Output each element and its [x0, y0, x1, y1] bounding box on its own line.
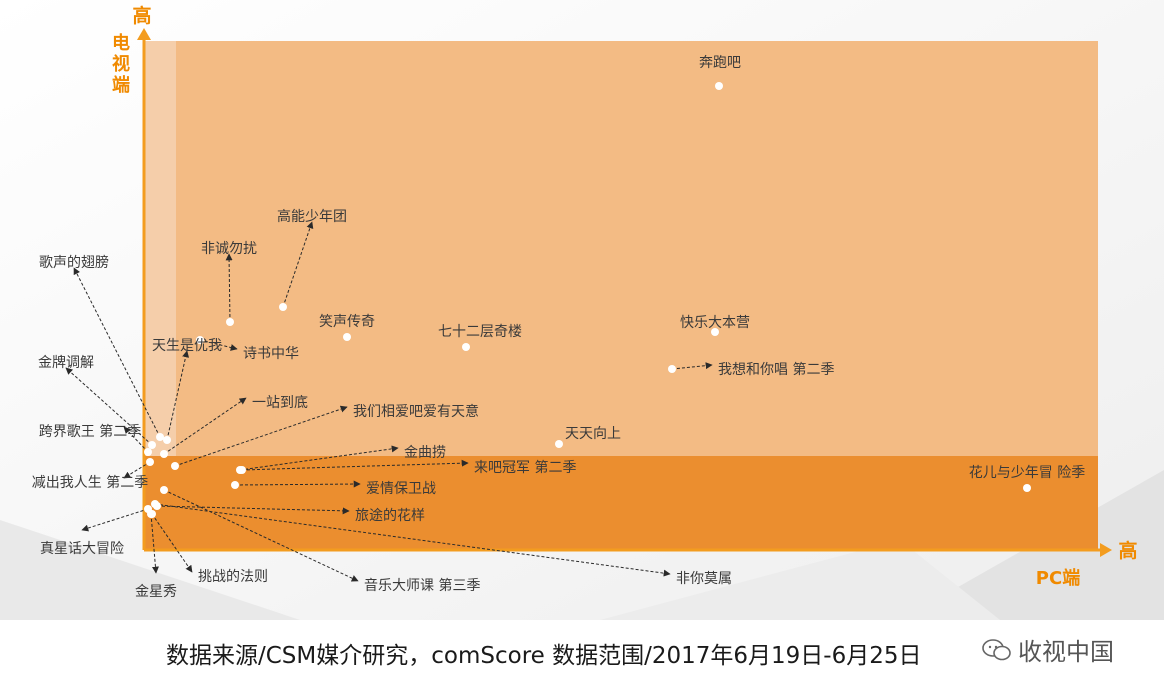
data-point [1023, 484, 1031, 492]
point-label: 挑战的法则 [198, 569, 268, 585]
leader-arrow [81, 508, 149, 532]
point-label: 旅途的花样 [355, 507, 425, 524]
point-label: 天天向上 [565, 426, 621, 442]
leader-arrow [154, 503, 671, 577]
data-point [343, 333, 351, 341]
data-point [148, 510, 156, 518]
leader-arrow [163, 489, 359, 582]
data-point [668, 365, 676, 373]
quadrant-upper-strip [144, 41, 176, 456]
point-label: 花儿与少年冒 险季 [969, 465, 1085, 481]
leader-arrow [239, 445, 399, 471]
y-axis-label: 电 视 端 [112, 32, 136, 96]
bg-facet [0, 520, 300, 620]
leader-arrow [123, 426, 149, 453]
leader-arrow [151, 513, 193, 573]
watermark: 收视中国 [982, 632, 1114, 667]
data-point [226, 318, 234, 326]
data-point [711, 328, 719, 336]
quadrant-lower [144, 456, 1098, 550]
leader-arrow [225, 253, 233, 323]
data-point [163, 436, 171, 444]
point-label: 笑声传奇 [319, 313, 375, 330]
leader-arrow [199, 339, 238, 351]
point-label: 奔跑吧 [699, 55, 741, 71]
x-axis-label: PC端 [1036, 568, 1080, 589]
data-source-note: 数据来源/CSM媒介研究，comScore 数据范围/2017年6月19日-6月… [166, 643, 922, 669]
data-point [171, 462, 179, 470]
arrows-layer [65, 221, 713, 582]
point-label: 高能少年团 [277, 208, 347, 225]
y-axis-high-label: 高 [132, 4, 151, 27]
point-label: 金星秀 [135, 584, 177, 600]
point-label: 非你莫属 [676, 571, 732, 587]
data-point [279, 303, 287, 311]
leader-arrow [234, 480, 361, 488]
data-point [160, 450, 168, 458]
leader-arrow [123, 461, 151, 479]
points-layer [144, 82, 1031, 518]
point-label: 歌声的翅膀 [39, 254, 109, 271]
leader-arrow [156, 505, 350, 515]
leader-arrow [65, 367, 153, 446]
data-point [156, 433, 164, 441]
point-label: 七十二层奇楼 [438, 323, 522, 340]
point-label: 来吧冠军 第二季 [474, 459, 576, 476]
data-point [160, 486, 168, 494]
point-label: 我想和你唱 第二季 [718, 361, 834, 378]
leader-arrow [163, 397, 247, 455]
data-point [238, 466, 246, 474]
data-point [148, 441, 156, 449]
point-label: 音乐大师课 第三季 [364, 577, 480, 594]
point-label: 诗书中华 [243, 346, 299, 362]
bg-facet [600, 540, 1000, 620]
data-point [462, 343, 470, 351]
data-point [231, 481, 239, 489]
point-label: 非诚勿扰 [201, 241, 257, 257]
point-label: 爱情保卫战 [366, 481, 436, 497]
x-axis-arrow [1100, 543, 1112, 557]
wechat-icon [982, 638, 1012, 662]
data-point [144, 448, 152, 456]
data-point [555, 440, 563, 448]
point-label: 真星话大冒险 [40, 541, 124, 557]
leader-arrow [73, 267, 161, 438]
leader-arrow [174, 405, 348, 467]
leader-arrow [241, 459, 469, 471]
point-label: 金牌调解 [38, 354, 94, 371]
y-axis-arrow [137, 28, 151, 40]
point-label: 金曲捞 [404, 445, 446, 461]
data-point [151, 500, 159, 508]
data-point [146, 458, 154, 466]
leader-arrow [166, 350, 190, 441]
x-axis-high-label: 高 [1118, 539, 1137, 562]
watermark-text: 收视中国 [1018, 638, 1114, 666]
point-label: 快乐大本营 [680, 315, 750, 331]
data-point [196, 336, 204, 344]
quadrant-upper [144, 41, 1098, 456]
point-label: 跨界歌王 第二季 [39, 423, 141, 440]
point-label: 一站到底 [252, 395, 308, 411]
point-label: 减出我人生 第二季 [32, 474, 148, 491]
point-label: 天生是优我 [152, 338, 222, 354]
leader-arrow [671, 362, 713, 370]
data-point [715, 82, 723, 90]
point-label: 我们相爱吧爱有天意 [353, 403, 479, 420]
